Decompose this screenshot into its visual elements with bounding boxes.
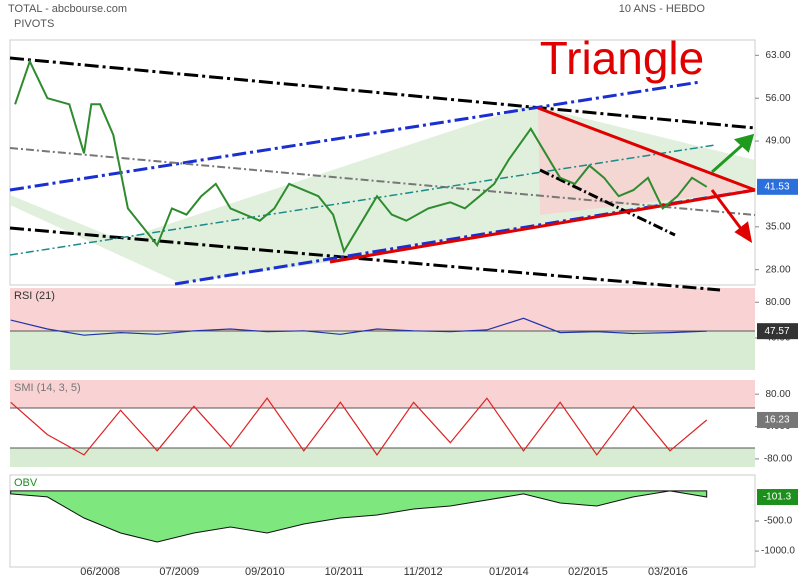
- series-label: SMI (14, 3, 5): [14, 382, 81, 394]
- trendline: [9, 80, 701, 192]
- header-left: TOTAL - abcbourse.com: [8, 3, 127, 15]
- y-tick-label: 28.00: [765, 264, 790, 275]
- series-label: RSI (21): [14, 290, 55, 302]
- line: [10, 397, 708, 456]
- y-tick-label: 80.00: [765, 297, 790, 308]
- x-tick-label: 06/2008: [80, 566, 120, 578]
- triangle-side: [329, 188, 756, 264]
- arrow-head: [733, 133, 755, 153]
- y-tick-label: -1000.0: [761, 546, 795, 557]
- y-tick-label: 35.00: [765, 221, 790, 232]
- trendline: [174, 188, 756, 286]
- last-value-box: [757, 178, 798, 195]
- y-tick-label: 63.00: [765, 50, 790, 61]
- trendline: [9, 147, 756, 216]
- line: [14, 58, 708, 254]
- x-tick-label: 11/2012: [404, 566, 443, 578]
- trendlines: [9, 56, 756, 292]
- rsi-upper: [10, 288, 755, 331]
- triangle-side: [537, 106, 756, 192]
- arrow-down: [710, 189, 747, 235]
- x-tick-label: 09/2010: [245, 566, 285, 578]
- trendline: [9, 226, 721, 292]
- x-tick-label: 01/2014: [489, 566, 529, 578]
- trendline: [9, 144, 716, 256]
- y-tick-label: 49.00: [765, 136, 790, 147]
- last-value-label: 41.53: [764, 181, 789, 192]
- header-sub: PIVOTS: [14, 18, 54, 30]
- header-right: 10 ANS - HEBDO: [619, 3, 706, 15]
- rsi-lower: [10, 331, 755, 370]
- last-value-box: [757, 323, 798, 340]
- x-tick-label: 07/2009: [159, 566, 199, 578]
- y-tick-label: 56.00: [765, 93, 790, 104]
- smi-upper: [10, 380, 755, 408]
- last-value-label: 16.23: [764, 415, 789, 426]
- smi-lower: [10, 448, 755, 467]
- smi-mid: [10, 408, 755, 448]
- x-tick-label: 10/2011: [325, 566, 364, 578]
- y-tick-label: 80.00: [765, 389, 790, 400]
- series-label: OBV: [14, 477, 38, 489]
- last-value-box: [757, 411, 798, 428]
- last-value-box: [757, 489, 798, 506]
- y-tick-label: -500.0: [764, 516, 793, 527]
- y-tick-label: -80.00: [764, 454, 793, 465]
- last-value-label: 47.57: [764, 326, 789, 337]
- last-value-label: -101.3: [763, 492, 792, 503]
- triangle-fill: [538, 108, 755, 215]
- line: [10, 317, 707, 336]
- x-tick-label: 02/2015: [568, 566, 608, 578]
- x-tick-label: 03/2016: [648, 566, 688, 578]
- area: [10, 490, 708, 543]
- arrow-head: [734, 221, 753, 244]
- trendline: [539, 168, 676, 237]
- annotation: Triangle: [540, 32, 704, 84]
